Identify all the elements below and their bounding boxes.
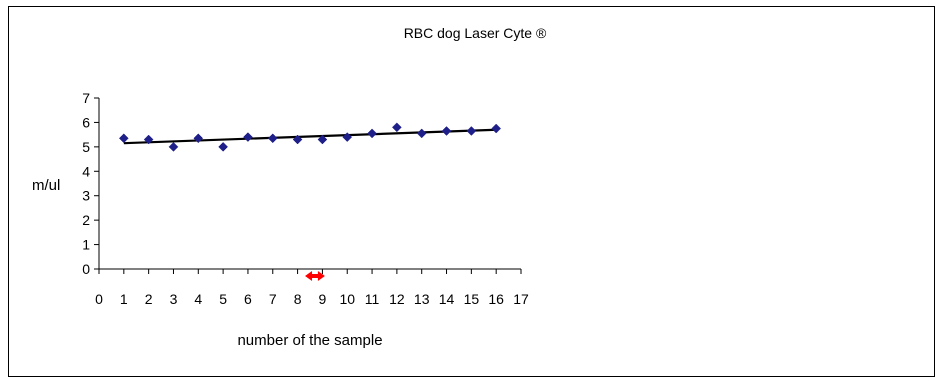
- y-tick-label-5: 5: [82, 139, 90, 155]
- x-tick-label-12: 12: [389, 291, 405, 307]
- data-point-8: [292, 134, 303, 145]
- x-tick-label-8: 8: [294, 291, 302, 307]
- chart-title: RBC dog Laser Cyte ®: [404, 25, 547, 41]
- trendline: [123, 128, 497, 145]
- x-tick-label-4: 4: [194, 291, 202, 307]
- x-tick-label-0: 0: [95, 291, 103, 307]
- x-tick-label-9: 9: [319, 291, 327, 307]
- data-point-15: [466, 126, 477, 136]
- x-tick-label-5: 5: [219, 291, 227, 307]
- data-point-3: [168, 142, 179, 152]
- y-tick-label-6: 6: [82, 114, 90, 130]
- arrow-head-left: [305, 271, 313, 281]
- data-point-12: [392, 122, 402, 133]
- x-tick-label-11: 11: [365, 291, 380, 307]
- data-point-6: [243, 132, 253, 142]
- data-point-16: [491, 123, 502, 134]
- data-point-4: [193, 133, 204, 144]
- y-axis-ticks: 0 1 2 3 4 5 6 7: [82, 90, 99, 277]
- data-point-9: [317, 134, 328, 145]
- y-tick-label-0: 0: [82, 261, 90, 277]
- y-tick-label-2: 2: [82, 212, 90, 228]
- x-tick-label-3: 3: [170, 291, 178, 307]
- y-tick-label-4: 4: [82, 163, 90, 179]
- x-axis-label: number of the sample: [237, 332, 382, 349]
- x-tick-label-6: 6: [244, 291, 252, 307]
- x-tick-label-7: 7: [269, 291, 277, 307]
- arrow-shaft: [310, 274, 320, 278]
- x-axis-ticks: 0 1 2 3 4 5 6 7 8 9 10 11 12 13 14 15 16 17: [95, 269, 529, 307]
- x-tick-label-2: 2: [145, 291, 153, 307]
- x-tick-label-17: 17: [513, 291, 529, 307]
- data-point-2: [143, 134, 154, 145]
- arrow-head-right: [317, 271, 325, 281]
- data-points: [118, 122, 502, 152]
- data-point-14: [441, 126, 452, 136]
- data-point-1: [118, 133, 129, 144]
- data-point-13: [416, 128, 427, 139]
- y-tick-label-7: 7: [82, 90, 90, 106]
- data-point-11: [367, 128, 377, 139]
- x-tick-label-15: 15: [464, 291, 480, 307]
- x-tick-label-16: 16: [488, 291, 504, 307]
- x-tick-label-13: 13: [414, 291, 430, 307]
- x-tick-label-10: 10: [339, 291, 355, 307]
- red-double-arrow: [305, 271, 325, 281]
- data-point-7: [267, 133, 278, 144]
- x-tick-label-14: 14: [439, 291, 455, 307]
- data-point-5: [218, 142, 228, 152]
- y-tick-label-3: 3: [82, 188, 90, 204]
- y-axis-label: m/ul: [32, 177, 60, 194]
- data-point-10: [342, 132, 353, 142]
- chart-frame: [8, 6, 935, 377]
- x-tick-label-1: 1: [120, 291, 128, 307]
- y-tick-label-1: 1: [82, 237, 90, 253]
